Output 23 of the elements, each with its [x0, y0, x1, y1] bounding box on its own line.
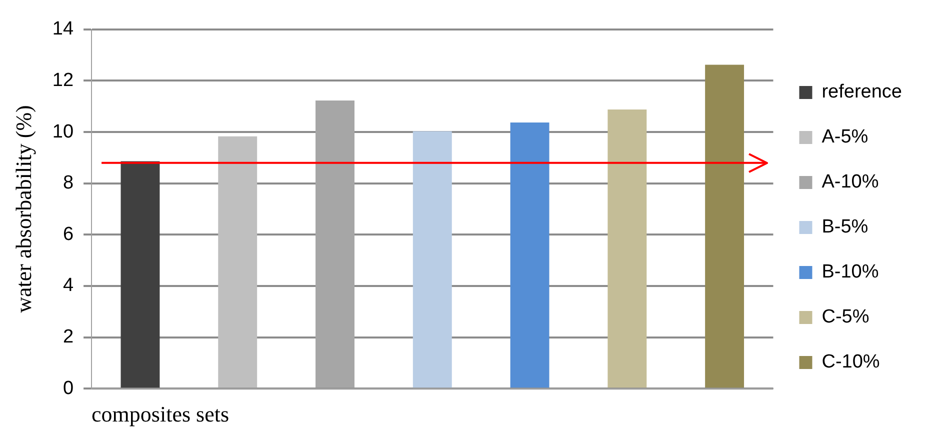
bar	[412, 131, 452, 388]
y-axis-title: water absorbability (%)	[10, 105, 36, 313]
y-tick-label: 12	[52, 70, 74, 91]
bar	[510, 122, 550, 388]
y-tick-label: 6	[62, 224, 74, 245]
x-axis-title: composites sets	[92, 402, 230, 427]
y-tick-label: 0	[62, 378, 74, 399]
y-tick-label: 2	[62, 326, 74, 348]
legend-label: B-10%	[822, 262, 879, 283]
bar	[705, 64, 744, 388]
legend-label: B-5%	[822, 216, 868, 238]
bar	[608, 109, 647, 388]
y-tick-label: 4	[62, 275, 74, 296]
y-tick-label: 10	[52, 121, 74, 142]
legend-label: reference	[822, 82, 902, 103]
legend-label: A-5%	[822, 126, 868, 148]
legend-label: A-10%	[822, 172, 879, 193]
legend-label: C-5%	[822, 306, 870, 328]
legend-label: C-10%	[822, 352, 880, 373]
bar	[120, 161, 160, 388]
y-tick-label: 14	[52, 18, 74, 40]
y-tick-label: 8	[62, 172, 74, 194]
bar	[218, 136, 258, 388]
